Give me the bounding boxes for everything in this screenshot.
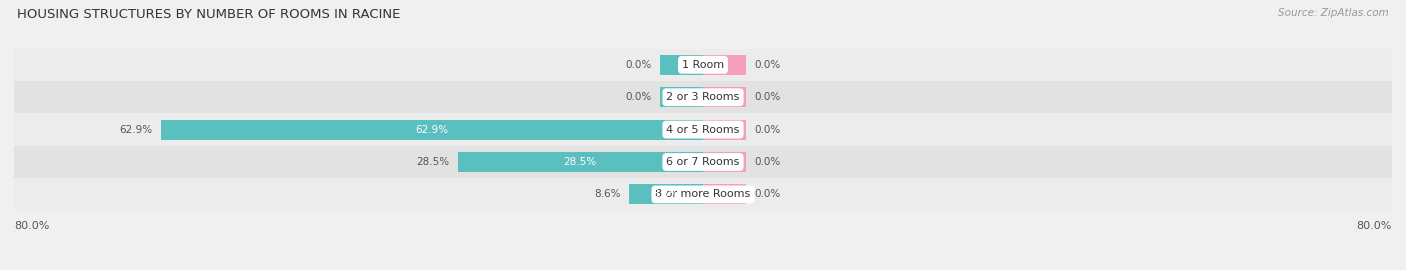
Text: 0.0%: 0.0% xyxy=(755,92,780,102)
Bar xyxy=(14,81,1392,113)
Text: 62.9%: 62.9% xyxy=(120,124,153,135)
Bar xyxy=(162,120,703,140)
Text: 0.0%: 0.0% xyxy=(626,92,651,102)
Text: Source: ZipAtlas.com: Source: ZipAtlas.com xyxy=(1278,8,1389,18)
Bar xyxy=(703,152,747,172)
Text: 62.9%: 62.9% xyxy=(416,124,449,135)
Text: 28.5%: 28.5% xyxy=(416,157,449,167)
Text: 2 or 3 Rooms: 2 or 3 Rooms xyxy=(666,92,740,102)
Text: 80.0%: 80.0% xyxy=(14,221,49,231)
Bar xyxy=(14,178,1392,211)
Text: 4 or 5 Rooms: 4 or 5 Rooms xyxy=(666,124,740,135)
Text: 8 or more Rooms: 8 or more Rooms xyxy=(655,189,751,200)
Text: 0.0%: 0.0% xyxy=(755,124,780,135)
Text: 0.0%: 0.0% xyxy=(755,60,780,70)
Text: 0.0%: 0.0% xyxy=(755,157,780,167)
Bar xyxy=(703,55,747,75)
Bar xyxy=(457,152,703,172)
Bar xyxy=(659,87,703,107)
Bar xyxy=(14,49,1392,81)
Text: 0.0%: 0.0% xyxy=(626,60,651,70)
Text: 0.0%: 0.0% xyxy=(755,189,780,200)
Bar xyxy=(703,120,747,140)
Text: HOUSING STRUCTURES BY NUMBER OF ROOMS IN RACINE: HOUSING STRUCTURES BY NUMBER OF ROOMS IN… xyxy=(17,8,401,21)
Bar xyxy=(628,184,703,204)
Bar xyxy=(14,113,1392,146)
Text: 8.6%: 8.6% xyxy=(593,189,620,200)
Text: 6 or 7 Rooms: 6 or 7 Rooms xyxy=(666,157,740,167)
Bar xyxy=(703,184,747,204)
Text: 1 Room: 1 Room xyxy=(682,60,724,70)
Text: 80.0%: 80.0% xyxy=(1357,221,1392,231)
Bar xyxy=(703,87,747,107)
Bar xyxy=(659,55,703,75)
Text: 28.5%: 28.5% xyxy=(564,157,596,167)
Bar xyxy=(14,146,1392,178)
Text: 8.6%: 8.6% xyxy=(652,189,679,200)
